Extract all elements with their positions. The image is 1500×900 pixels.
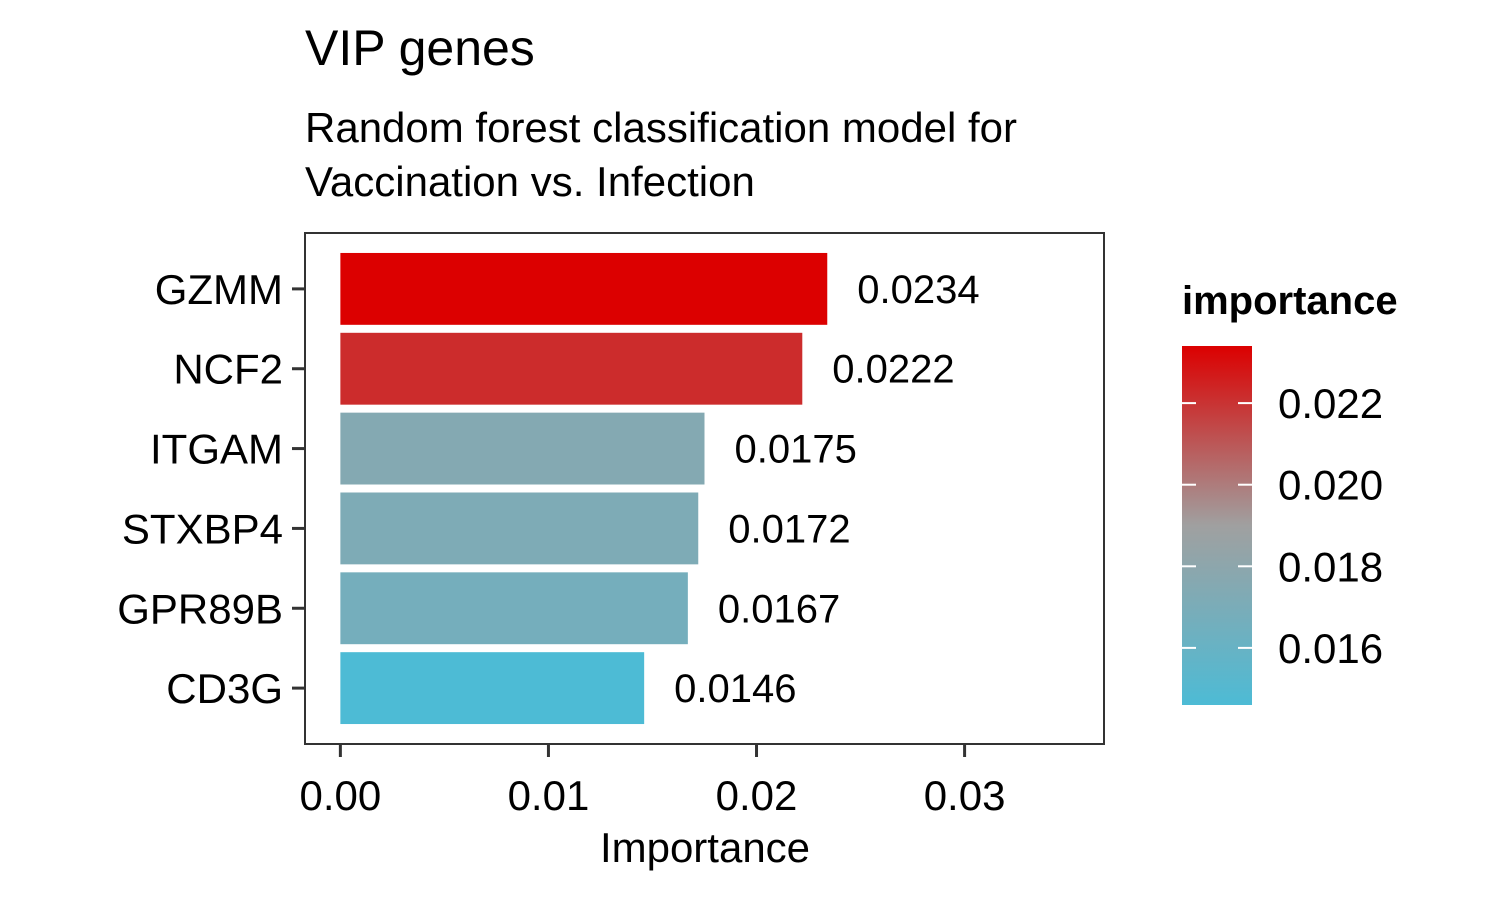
bar-gpr89b [340, 572, 688, 645]
legend-colorbar [1182, 346, 1252, 705]
legend-tick-label-2: 0.020 [1278, 462, 1383, 509]
data-label-stxbp4: 0.0172 [728, 507, 850, 551]
y-tick-label-itgam: ITGAM [150, 426, 283, 473]
legend-title: importance [1182, 279, 1398, 323]
data-label-cd3g: 0.0146 [674, 667, 796, 711]
y-tick-label-stxbp4: STXBP4 [122, 505, 283, 552]
legend-tick-label-3: 0.022 [1278, 380, 1383, 427]
y-tick-label-cd3g: CD3G [166, 665, 283, 712]
color-legend: importance 0.016 0.018 0.020 0.022 [1182, 279, 1398, 705]
bar-itgam [340, 412, 705, 485]
plot-panel-border [304, 232, 1105, 745]
bar-ncf2 [340, 332, 803, 405]
y-tick-label-gzmm: GZMM [155, 266, 283, 313]
chart-subtitle-line-1: Random forest classification model for [305, 104, 1017, 151]
y-tick-label-gpr89b: GPR89B [117, 585, 283, 632]
x-axis-title: Importance [600, 824, 810, 871]
data-label-ncf2: 0.0222 [832, 348, 954, 392]
x-tick-label-1: 0.01 [508, 772, 590, 819]
x-tick-label-0: 0.00 [299, 772, 381, 819]
legend-tick-label-1: 0.018 [1278, 543, 1383, 590]
x-tick-label-3: 0.03 [924, 772, 1006, 819]
legend-tick-label-0: 0.016 [1278, 625, 1383, 672]
data-label-itgam: 0.0175 [735, 428, 857, 472]
data-label-gzmm: 0.0234 [857, 268, 979, 312]
bar-stxbp4 [340, 492, 699, 565]
chart-subtitle-line-2: Vaccination vs. Infection [305, 158, 755, 205]
bar-cd3g [340, 652, 645, 725]
y-tick-label-ncf2: NCF2 [173, 346, 283, 393]
bar-gzmm [340, 252, 828, 325]
data-label-gpr89b: 0.0167 [718, 587, 840, 631]
x-tick-label-2: 0.02 [716, 772, 798, 819]
chart-title: VIP genes [305, 20, 535, 76]
